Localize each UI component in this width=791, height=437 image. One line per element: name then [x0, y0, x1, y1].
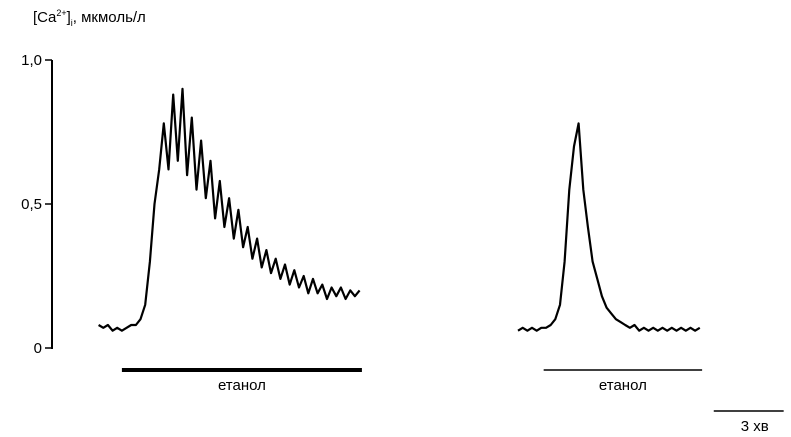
y-label-sub: i — [71, 18, 73, 28]
y-axis-label: [Ca2+]i, мкмоль/л — [33, 8, 146, 28]
trace — [98, 87, 361, 332]
y-tick-label: 1,0 — [21, 52, 42, 69]
y-tick-label: 0,5 — [21, 196, 42, 213]
scale-bar-label: 3 хв — [741, 418, 769, 435]
y-label-part: ] — [67, 9, 71, 26]
stimulus-label: етанол — [218, 377, 266, 394]
y-label-part: , мкмоль/л — [73, 9, 146, 26]
trace — [517, 122, 701, 332]
stimulus-label: етанол — [599, 377, 647, 394]
y-label-part: [Ca — [33, 9, 57, 26]
y-tick-label: 0 — [34, 340, 42, 357]
y-label-sup: 2+ — [56, 8, 66, 18]
